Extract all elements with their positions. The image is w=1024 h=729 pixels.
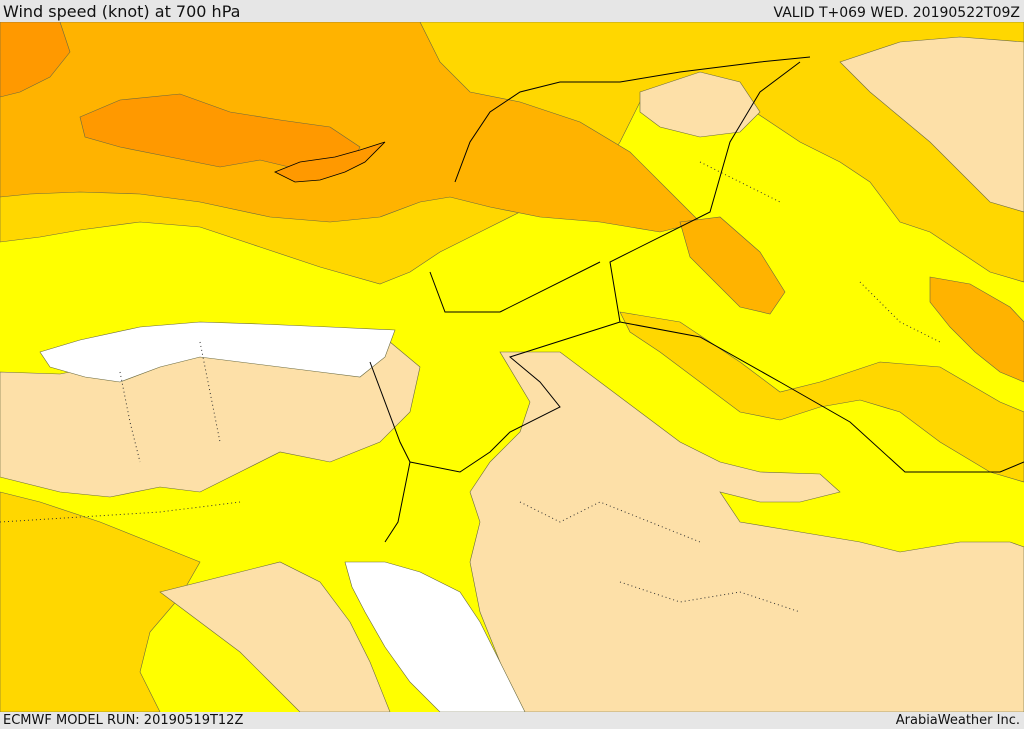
wind-band-orange-corner	[0, 22, 71, 98]
wind-band-orange-east	[679, 216, 786, 315]
calm-area-iraq-north	[639, 71, 761, 138]
model-run-label: ECMWF MODEL RUN: 20190519T12Z	[3, 713, 244, 728]
country-borders	[369, 56, 1024, 543]
header-bar: Wind speed (knot) at 700 hPa VALID T+069…	[0, 0, 1024, 22]
calm-area-arabia	[469, 351, 1024, 712]
admin-borders	[0, 161, 941, 613]
sea-red-sea	[344, 561, 526, 712]
calm-area-iran	[839, 36, 1024, 213]
valid-time: VALID T+069 WED. 20190522T09Z	[773, 5, 1020, 21]
wind-band-orange-far-east	[929, 276, 1024, 383]
footer-bar: ECMWF MODEL RUN: 20190519T12Z ArabiaWeat…	[0, 712, 1024, 729]
sea-mediterranean-coast	[39, 321, 396, 383]
map-canvas	[0, 22, 1024, 712]
cyprus-island	[274, 141, 386, 183]
credit-label: ArabiaWeather Inc.	[895, 713, 1020, 728]
wind-speed-map	[0, 22, 1024, 712]
wind-band-orange-light	[0, 22, 701, 233]
map-title: Wind speed (knot) at 700 hPa	[3, 2, 241, 21]
calm-area-sudan	[159, 561, 391, 712]
